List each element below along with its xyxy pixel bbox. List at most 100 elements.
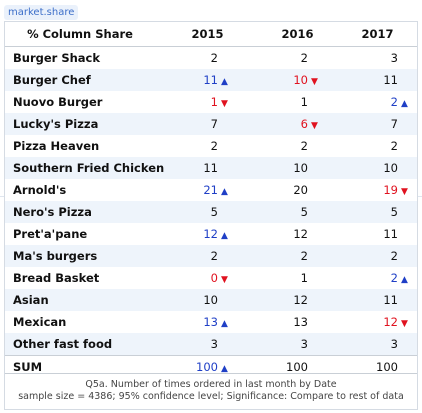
- arrow-down-icon: ▼: [401, 187, 408, 197]
- row-label: Southern Fried Chicken: [13, 161, 165, 175]
- cell-value: 12: [203, 227, 218, 241]
- arrow-up-icon: ▲: [221, 77, 228, 87]
- column-header-2016: 2016: [281, 27, 314, 41]
- row-label-header: % Column Share: [27, 27, 133, 41]
- cell-value: 100: [196, 360, 218, 374]
- cell-value: 20: [293, 183, 308, 197]
- arrow-down-icon: ▼: [311, 77, 318, 87]
- cell-2015: 2: [155, 135, 230, 157]
- cell-2017: 5: [335, 201, 410, 223]
- cell-2017: 11: [335, 69, 410, 91]
- cell-2015: 11 ▲: [155, 69, 230, 91]
- row-label: Nero's Pizza: [13, 205, 92, 219]
- table-row: Nuovo Burger 1 ▼ 1 2 ▲: [5, 91, 417, 113]
- row-label: Nuovo Burger: [13, 95, 103, 109]
- cell-value: 3: [300, 337, 308, 351]
- cell-2015: 1 ▼: [155, 91, 230, 113]
- arrow-down-icon: ▼: [221, 275, 228, 285]
- cell-value: 2: [390, 249, 398, 263]
- cell-2017: 100: [335, 356, 410, 378]
- table-row: Arnold's 21 ▲ 20 19 ▼: [5, 179, 417, 201]
- row-label: Mexican: [13, 315, 67, 329]
- cell-value: 0: [210, 271, 218, 285]
- cell-2016: 3: [245, 333, 320, 355]
- cell-2017: 3: [335, 47, 410, 69]
- cell-2015: 0 ▼: [155, 267, 230, 289]
- arrow-up-icon: ▲: [221, 319, 228, 329]
- output-name-tag[interactable]: market.share: [4, 5, 79, 20]
- cell-value: 2: [300, 51, 308, 65]
- sum-row: SUM 100 ▲ 100 100: [5, 355, 417, 378]
- cell-value: 11: [203, 73, 218, 87]
- row-label: Asian: [13, 293, 49, 307]
- cell-2017: 2 ▲: [335, 91, 410, 113]
- arrow-up-icon: ▲: [221, 187, 228, 197]
- arrow-down-icon: ▼: [221, 99, 228, 109]
- cell-value: 11: [383, 293, 398, 307]
- cell-value: 3: [390, 337, 398, 351]
- arrow-up-icon: ▲: [221, 231, 228, 241]
- cell-value: 11: [383, 73, 398, 87]
- table-panel: % Column Share 2015 2016 2017 Burger Sha…: [4, 21, 418, 410]
- cell-value: 5: [390, 205, 398, 219]
- cell-value: 2: [300, 139, 308, 153]
- row-label: Burger Shack: [13, 51, 101, 65]
- cell-2015: 100 ▲: [155, 356, 230, 378]
- cell-2017: 2: [335, 135, 410, 157]
- cell-value: 6: [300, 117, 308, 131]
- cell-value: 3: [390, 51, 398, 65]
- arrow-down-icon: ▼: [311, 121, 318, 131]
- cell-2016: 5: [245, 201, 320, 223]
- cell-value: 12: [383, 315, 398, 329]
- cell-2017: 19 ▼: [335, 179, 410, 201]
- row-label: Pret'a'pane: [13, 227, 88, 241]
- row-label: Pizza Heaven: [13, 139, 100, 153]
- cell-2015: 11: [155, 157, 230, 179]
- cell-value: 7: [390, 117, 398, 131]
- cell-value: 2: [210, 139, 218, 153]
- table-footer: Q5a. Number of times ordered in last mon…: [5, 373, 417, 410]
- table-row: Lucky's Pizza 7 6 ▼ 7: [5, 113, 417, 135]
- cell-2017: 7: [335, 113, 410, 135]
- cell-value: 1: [300, 271, 308, 285]
- table-row: Burger Shack 2 2 3: [5, 47, 417, 69]
- cell-2015: 21 ▲: [155, 179, 230, 201]
- table-row: Burger Chef 11 ▲ 10 ▼ 11: [5, 69, 417, 91]
- cell-value: 1: [210, 95, 218, 109]
- cell-value: 5: [210, 205, 218, 219]
- cell-value: 10: [383, 161, 398, 175]
- table-body: Burger Shack 2 2 3 Burger Chef 11 ▲ 10 ▼ 11 Nuovo …: [5, 47, 417, 378]
- cell-value: 10: [293, 161, 308, 175]
- cell-2016: 20: [245, 179, 320, 201]
- cell-2016: 13: [245, 311, 320, 333]
- table-row: Pizza Heaven 2 2 2: [5, 135, 417, 157]
- cell-value: 2: [210, 51, 218, 65]
- cell-value: 2: [210, 249, 218, 263]
- cell-2016: 1: [245, 267, 320, 289]
- cell-2015: 5: [155, 201, 230, 223]
- table-header: % Column Share 2015 2016 2017: [5, 22, 417, 47]
- row-label: Other fast food: [13, 337, 113, 351]
- footer-question: Q5a. Number of times ordered in last mon…: [85, 379, 337, 390]
- cell-value: 3: [210, 337, 218, 351]
- table-row: Southern Fried Chicken 11 10 10: [5, 157, 417, 179]
- cell-value: 100: [376, 360, 398, 374]
- cell-2017: 2: [335, 245, 410, 267]
- cell-value: 12: [293, 227, 308, 241]
- cell-2017: 3: [335, 333, 410, 355]
- cell-2016: 1: [245, 91, 320, 113]
- cell-2016: 2: [245, 47, 320, 69]
- cell-2017: 11: [335, 223, 410, 245]
- cell-2015: 3: [155, 333, 230, 355]
- cell-value: 10: [293, 73, 308, 87]
- cell-2015: 13 ▲: [155, 311, 230, 333]
- column-header-2015: 2015: [191, 27, 224, 41]
- cell-2015: 12 ▲: [155, 223, 230, 245]
- cell-2015: 7: [155, 113, 230, 135]
- arrow-up-icon: ▲: [401, 99, 408, 109]
- cell-value: 2: [390, 139, 398, 153]
- cell-2016: 6 ▼: [245, 113, 320, 135]
- cell-2017: 10: [335, 157, 410, 179]
- row-label: Lucky's Pizza: [13, 117, 99, 131]
- footer-statistics: sample size = 4386; 95% confidence level…: [18, 391, 404, 402]
